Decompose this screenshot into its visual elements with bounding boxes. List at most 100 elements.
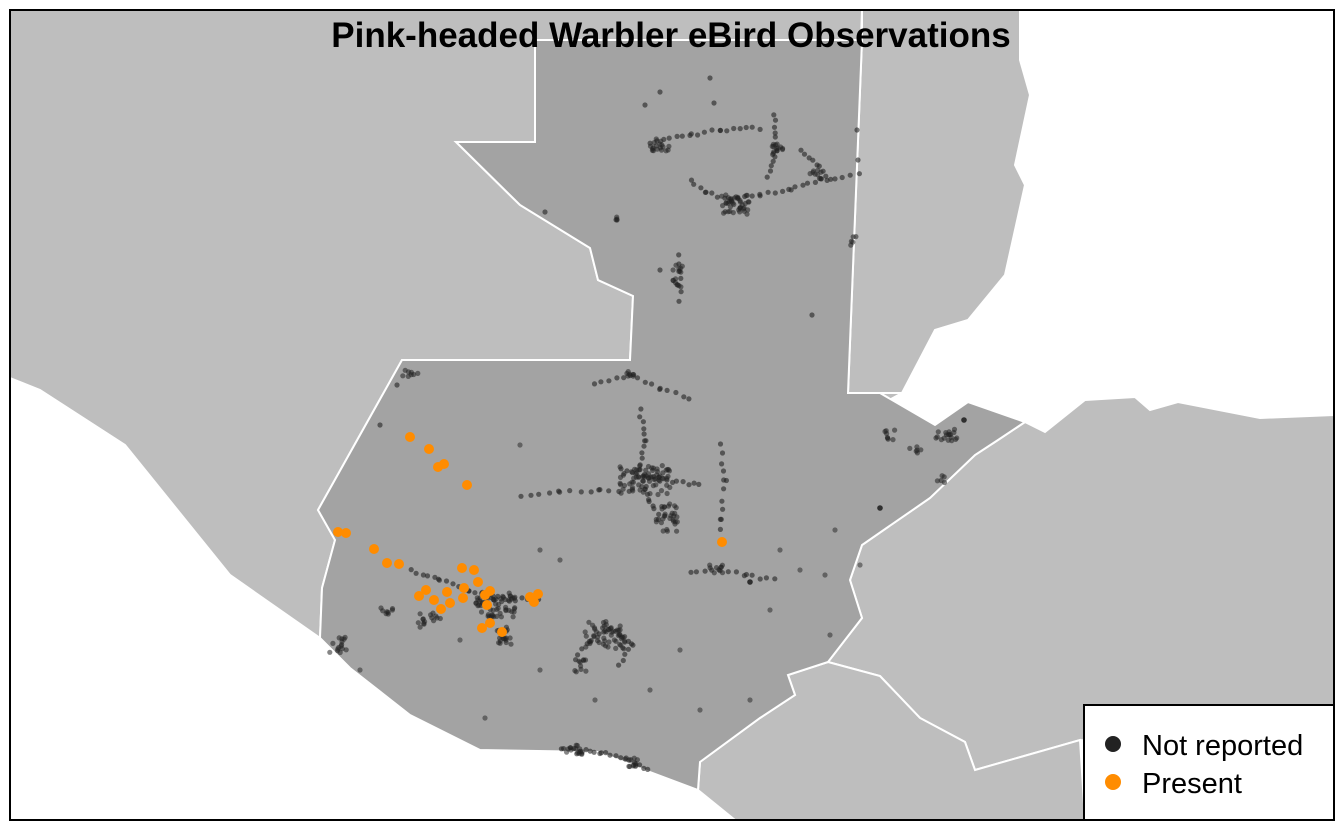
not-reported-point: [657, 141, 663, 147]
not-reported-point: [405, 369, 412, 375]
not-reported-point: [605, 644, 611, 650]
not-reported-point: [792, 184, 798, 190]
not-reported-point: [622, 651, 628, 657]
not-reported-point: [634, 375, 641, 381]
not-reported-point: [702, 189, 709, 195]
not-reported-point: [757, 576, 763, 582]
not-reported-point: [450, 581, 456, 587]
not-reported-point: [413, 570, 419, 576]
not-reported-point: [935, 429, 941, 435]
not-reported-point: [542, 209, 548, 215]
not-reported-point: [617, 480, 623, 486]
not-reported-point: [638, 406, 644, 412]
not-reported-point: [628, 641, 635, 647]
not-reported-point: [953, 436, 959, 442]
observation-points-layer: [327, 75, 967, 773]
not-reported-point: [725, 209, 731, 215]
not-reported-point: [421, 621, 427, 627]
not-reported-point: [657, 385, 663, 391]
not-reported-point: [679, 263, 685, 269]
not-reported-point: [674, 519, 680, 525]
present-point: [529, 597, 539, 607]
not-reported-point: [719, 450, 726, 456]
not-reported-point: [576, 658, 582, 664]
not-reported-point: [723, 477, 730, 484]
not-reported-point: [636, 474, 642, 480]
not-reported-point: [951, 426, 958, 432]
not-reported-point: [643, 467, 649, 473]
legend-not-reported-label: Not reported: [1142, 730, 1303, 762]
not-reported-point: [757, 191, 763, 197]
not-reported-point: [431, 618, 437, 624]
not-reported-point: [701, 129, 708, 135]
not-reported-point: [629, 469, 635, 475]
not-reported-point: [642, 438, 648, 444]
legend: Not reported Present: [1083, 704, 1335, 821]
not-reported-point: [641, 426, 647, 432]
not-reported-point: [573, 669, 579, 675]
not-reported-point: [478, 609, 485, 615]
not-reported-point: [717, 441, 724, 447]
not-reported-point: [696, 481, 702, 487]
not-reported-point: [815, 172, 821, 178]
not-reported-point: [640, 419, 647, 425]
present-point: [394, 559, 404, 569]
not-reported-point: [664, 387, 670, 393]
not-reported-point: [717, 127, 724, 133]
present-point: [341, 528, 351, 538]
present-point: [445, 598, 455, 608]
not-reported-point: [618, 490, 624, 496]
not-reported-point: [816, 163, 822, 169]
not-reported-point: [691, 181, 697, 187]
not-reported-point: [491, 597, 497, 603]
not-reported-point: [590, 622, 596, 628]
not-reported-point: [633, 762, 639, 768]
not-reported-point: [667, 501, 673, 507]
not-reported-point: [614, 375, 620, 381]
not-reported-point: [832, 176, 838, 182]
not-reported-point: [651, 506, 657, 512]
not-reported-point: [583, 747, 589, 753]
not-reported-point: [655, 491, 661, 498]
not-reported-point: [637, 463, 643, 469]
not-reported-point: [645, 471, 652, 477]
not-reported-point: [720, 468, 727, 474]
not-reported-point: [606, 378, 612, 384]
not-reported-point: [678, 269, 684, 275]
not-reported-point: [621, 470, 627, 477]
not-reported-point: [536, 491, 542, 497]
not-reported-point: [724, 128, 730, 134]
not-reported-point: [634, 470, 640, 476]
not-reported-point: [749, 124, 755, 130]
not-reported-point: [918, 447, 924, 453]
present-point: [462, 480, 472, 490]
not-reported-point: [498, 596, 504, 602]
not-reported-point: [603, 619, 609, 625]
not-reported-point: [664, 475, 670, 481]
not-reported-point: [579, 646, 585, 652]
not-reported-point: [809, 312, 815, 318]
not-reported-point: [770, 150, 777, 156]
not-reported-point: [839, 174, 845, 181]
not-reported-point: [907, 445, 913, 451]
not-reported-point: [667, 484, 673, 490]
not-reported-point: [749, 193, 755, 199]
present-point: [333, 527, 343, 537]
not-reported-point: [709, 190, 715, 196]
not-reported-point: [741, 573, 748, 579]
not-reported-point: [617, 474, 624, 480]
legend-box: [1083, 704, 1335, 821]
present-point: [459, 583, 469, 593]
not-reported-point: [641, 443, 647, 449]
present-point: [477, 623, 487, 633]
present-point: [485, 586, 495, 596]
not-reported-point: [656, 511, 662, 517]
not-reported-point: [769, 143, 775, 149]
not-reported-point: [591, 633, 597, 639]
not-reported-point: [498, 614, 504, 620]
not-reported-point: [719, 570, 726, 576]
not-reported-point: [339, 636, 345, 642]
not-reported-point: [702, 568, 708, 574]
not-reported-point: [744, 211, 750, 217]
not-reported-point: [658, 488, 665, 494]
